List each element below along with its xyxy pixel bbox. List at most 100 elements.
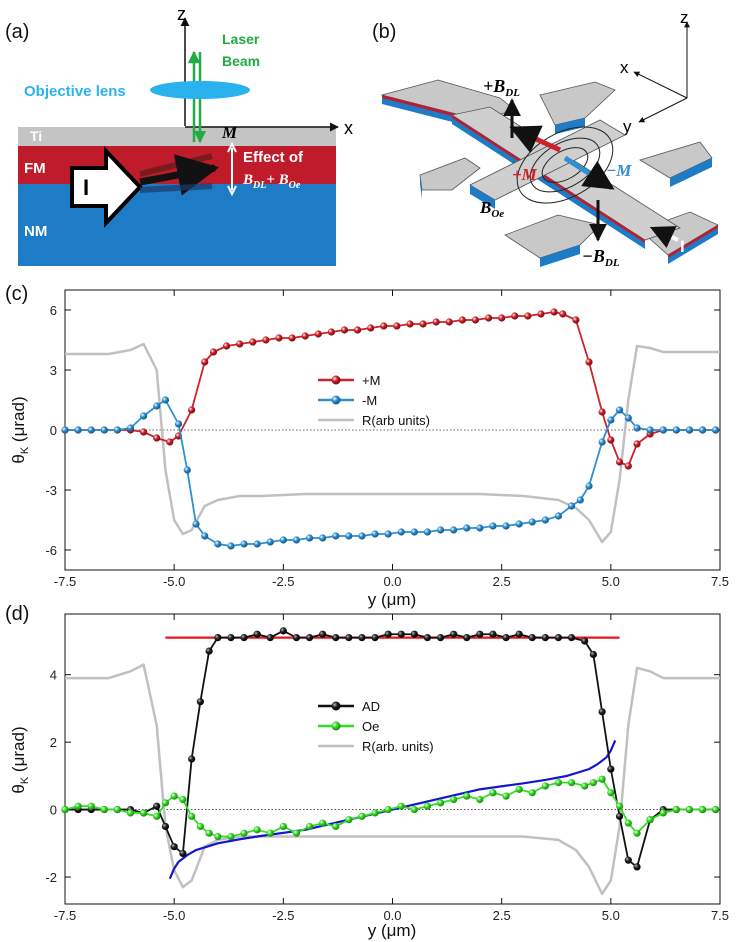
data-point bbox=[353, 326, 362, 334]
data-point bbox=[489, 522, 497, 530]
legend-marker bbox=[331, 721, 341, 731]
data-point bbox=[240, 634, 248, 642]
data-point bbox=[371, 634, 379, 642]
effect-bracket-heads bbox=[227, 141, 237, 197]
data-point bbox=[214, 832, 222, 841]
data-point bbox=[541, 516, 549, 524]
panel-c-plot: -7.5 -5.0 -2.5 0.0 2.5 5.0 7.5 -6 -3 0 3 6 +M -M R(arb… bbox=[45, 290, 729, 589]
x-tick-label: 2.5 bbox=[493, 574, 511, 589]
data-point bbox=[371, 809, 379, 817]
data-point bbox=[332, 822, 340, 831]
data-point bbox=[554, 512, 563, 520]
data-point bbox=[502, 792, 510, 800]
b-oe-loop-3 bbox=[516, 126, 614, 204]
minus-bdl-label: −BDL bbox=[582, 246, 620, 269]
data-point bbox=[292, 536, 301, 544]
data-point bbox=[332, 532, 340, 540]
data-point bbox=[712, 805, 720, 814]
x-tick-label: -2.5 bbox=[272, 908, 294, 923]
y-tick-label: -3 bbox=[45, 483, 57, 498]
y-tick-label: 3 bbox=[50, 363, 57, 378]
x-tick-label: 0.0 bbox=[383, 908, 401, 923]
series-line-r-arb-units- bbox=[65, 342, 720, 544]
b-x-label: x bbox=[620, 58, 629, 77]
panel-a-label: (a) bbox=[5, 21, 29, 43]
x-tick-label: 5.0 bbox=[602, 574, 620, 589]
b-oe-label: BOe bbox=[479, 198, 504, 220]
plus-m-arrow bbox=[509, 125, 562, 153]
data-point bbox=[227, 832, 235, 841]
data-point bbox=[279, 536, 287, 544]
plus-bdl-label: +BDL bbox=[483, 76, 520, 99]
data-point bbox=[633, 440, 641, 448]
data-point bbox=[205, 647, 213, 655]
data-point bbox=[153, 402, 161, 410]
data-point bbox=[515, 630, 523, 638]
data-point bbox=[314, 330, 322, 338]
data-point bbox=[624, 819, 632, 827]
data-point bbox=[188, 812, 196, 820]
m-arrow-main bbox=[139, 154, 220, 196]
b-y-label: y bbox=[623, 117, 632, 136]
b-current-label: I bbox=[680, 237, 685, 256]
data-point bbox=[476, 630, 484, 638]
data-point bbox=[567, 502, 576, 510]
data-point bbox=[279, 627, 287, 635]
data-point bbox=[240, 540, 248, 548]
data-point bbox=[384, 805, 392, 814]
data-point bbox=[196, 822, 204, 831]
b-oe-loop-2 bbox=[541, 147, 589, 183]
data-point bbox=[624, 414, 632, 422]
data-point bbox=[489, 789, 497, 797]
data-point bbox=[436, 526, 445, 534]
panel-c: (c) -7.5 -5.0 -2.5 0.0 2.5 5.0 7.5 -6 -3 0 3 6 +M -M R… bbox=[5, 283, 729, 609]
data-point bbox=[419, 320, 427, 328]
legend-label: AD bbox=[362, 699, 380, 714]
data-point bbox=[292, 634, 301, 642]
data-point bbox=[458, 316, 466, 324]
ti-layer bbox=[18, 127, 336, 146]
data-point bbox=[201, 358, 209, 366]
data-point bbox=[397, 528, 405, 536]
data-point bbox=[463, 792, 471, 800]
x-tick-label: -7.5 bbox=[54, 574, 76, 589]
data-point bbox=[179, 795, 187, 804]
data-point bbox=[598, 408, 606, 416]
data-point bbox=[406, 320, 414, 328]
x-tick-label: 2.5 bbox=[493, 908, 511, 923]
data-point bbox=[572, 316, 580, 324]
data-point bbox=[371, 530, 379, 538]
data-point bbox=[140, 809, 148, 817]
panel-d-frame bbox=[64, 613, 721, 905]
data-point bbox=[340, 326, 349, 334]
legend-marker bbox=[331, 395, 341, 405]
x-tick-label: 7.5 bbox=[711, 908, 729, 923]
data-point bbox=[253, 540, 261, 548]
data-point bbox=[541, 782, 549, 790]
data-point bbox=[607, 765, 615, 773]
panel-c-ylabel: θK (μrad) bbox=[9, 396, 31, 463]
panel-d-ylabel: θK (μrad) bbox=[9, 726, 31, 793]
data-point bbox=[367, 324, 375, 332]
data-point bbox=[174, 420, 183, 428]
x-tick-label: 5.0 bbox=[602, 908, 620, 923]
data-point bbox=[61, 805, 69, 814]
data-point bbox=[305, 822, 314, 831]
data-point bbox=[484, 314, 493, 322]
data-point bbox=[567, 779, 576, 787]
data-point bbox=[646, 426, 654, 434]
data-point bbox=[698, 805, 707, 814]
data-point bbox=[188, 406, 196, 414]
effect-line1: Effect of bbox=[243, 149, 304, 166]
panel-d-xlabel: y (μm) bbox=[368, 921, 417, 940]
data-point bbox=[712, 426, 720, 434]
data-point bbox=[615, 406, 624, 414]
data-point bbox=[305, 534, 314, 542]
data-point bbox=[633, 863, 641, 871]
effect-line2: BDL+ BOe bbox=[242, 172, 301, 191]
data-point bbox=[581, 637, 589, 645]
data-point bbox=[554, 634, 563, 642]
data-point bbox=[476, 795, 484, 804]
data-point bbox=[585, 358, 593, 366]
data-point bbox=[554, 779, 563, 787]
